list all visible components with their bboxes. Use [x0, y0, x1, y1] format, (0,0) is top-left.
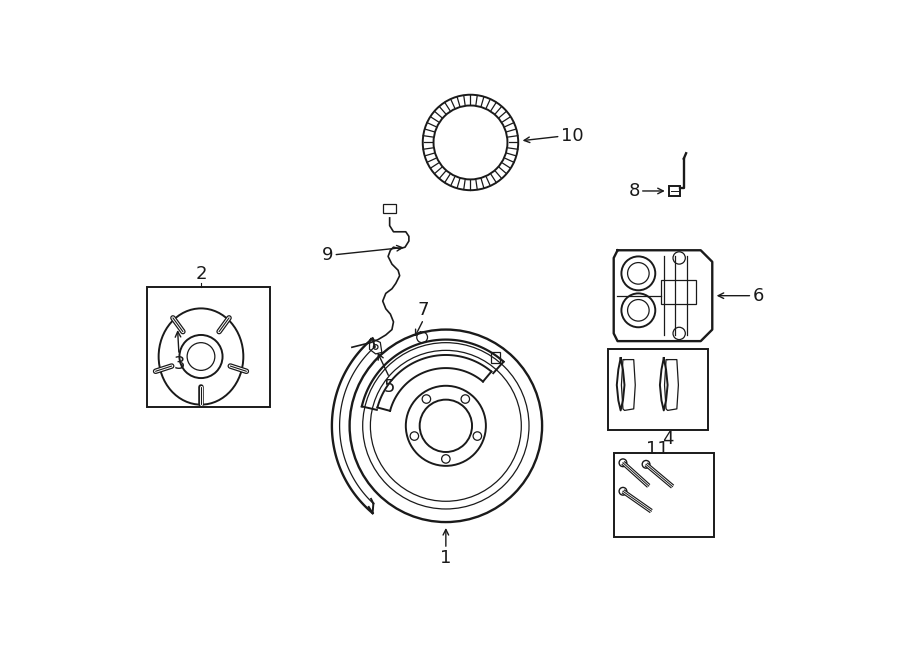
Text: 5: 5	[383, 378, 395, 396]
Bar	[669, 186, 680, 196]
Bar	[383, 204, 396, 214]
Bar	[614, 453, 714, 537]
Text: 1: 1	[440, 549, 452, 567]
Circle shape	[619, 459, 626, 467]
Text: 6: 6	[752, 287, 764, 305]
Circle shape	[619, 487, 626, 495]
Text: 3: 3	[173, 355, 184, 373]
Text: 4: 4	[662, 430, 673, 448]
Bar	[491, 352, 500, 363]
Text: 8: 8	[628, 182, 640, 200]
Circle shape	[643, 461, 650, 468]
Text: 11: 11	[646, 440, 669, 459]
Text: 2: 2	[195, 265, 207, 284]
Bar	[662, 280, 696, 304]
Text: 7: 7	[418, 301, 429, 319]
Bar	[608, 349, 707, 430]
Text: 9: 9	[322, 246, 333, 264]
Text: 10: 10	[561, 128, 583, 145]
Bar	[147, 288, 270, 407]
